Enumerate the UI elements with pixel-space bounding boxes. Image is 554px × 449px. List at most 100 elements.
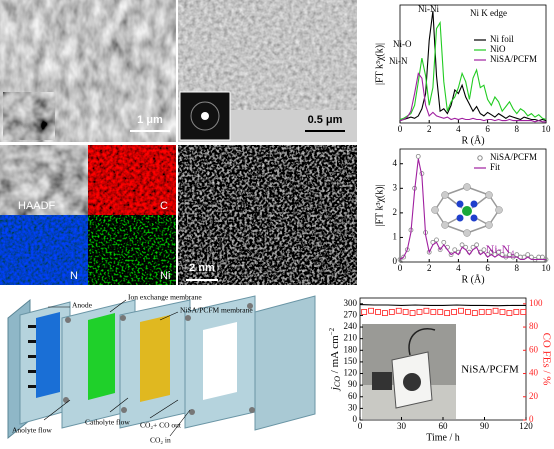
data-point bbox=[441, 239, 447, 245]
inset-label: NiSA/PCFM bbox=[461, 364, 519, 376]
diagram-label: CO₂ in bbox=[150, 436, 171, 445]
data-point bbox=[381, 310, 388, 317]
y-axis-label-part: −2 bbox=[328, 327, 336, 335]
data-point bbox=[409, 310, 416, 317]
data-point bbox=[474, 242, 480, 248]
data-point bbox=[397, 257, 403, 262]
plot-frame bbox=[399, 148, 547, 263]
x-tick-label: 0 bbox=[398, 263, 403, 273]
y2-tick-label: 60 bbox=[529, 344, 539, 354]
y-tick-label: 300 bbox=[344, 298, 358, 308]
data-point bbox=[444, 310, 451, 317]
data-point bbox=[458, 307, 464, 314]
leader bbox=[109, 397, 129, 413]
data-point bbox=[492, 307, 499, 314]
data-point bbox=[485, 309, 492, 315]
x-tick-label: 4 bbox=[456, 124, 461, 134]
series-line bbox=[399, 20, 547, 121]
legend-label: NiO bbox=[490, 44, 506, 54]
x-axis-label: R (Å) bbox=[461, 273, 484, 285]
data-point bbox=[415, 153, 421, 159]
x-tick-label: 4 bbox=[456, 263, 461, 273]
plot-frame bbox=[399, 4, 547, 124]
diagram-label: CO₂+ CO out bbox=[140, 421, 182, 430]
tem-fiber bbox=[178, 0, 357, 110]
x-tick-label: 6 bbox=[485, 263, 490, 273]
data-point bbox=[361, 309, 368, 315]
y-tick-label: 60 bbox=[348, 391, 358, 401]
data-point bbox=[452, 247, 458, 253]
saed-spot bbox=[201, 112, 209, 120]
data-point bbox=[437, 309, 444, 315]
y-axis-label: |FT k³χ(k)| bbox=[374, 184, 385, 226]
x-tick-label: 2 bbox=[427, 263, 432, 273]
data-point bbox=[513, 309, 520, 315]
diagram-label: NiSA/PCFM membrane bbox=[180, 306, 253, 315]
y-tick-label: 2 bbox=[393, 207, 398, 217]
x-tick-label: 0 bbox=[358, 421, 363, 431]
ni-n4-structure bbox=[431, 183, 503, 237]
y-axis-label-part: / mA cm bbox=[329, 335, 341, 376]
x-axis-label: Time / h bbox=[426, 432, 460, 443]
legend-label: Ni foil bbox=[490, 34, 514, 44]
scale-label: 2 nm bbox=[189, 262, 215, 274]
y-tick-label: 4 bbox=[393, 158, 398, 168]
y-tick-label: 120 bbox=[344, 368, 358, 378]
series-line bbox=[399, 158, 546, 261]
leader bbox=[159, 311, 179, 321]
map-label: N bbox=[70, 270, 78, 282]
x-tick-label: 8 bbox=[515, 124, 520, 134]
x-tick-label: 120 bbox=[519, 421, 533, 431]
y2-tick-label: 0 bbox=[529, 414, 534, 424]
y-tick-label: 30 bbox=[348, 402, 358, 412]
y-tick-label: 240 bbox=[344, 321, 358, 331]
x-tick-label: 10 bbox=[542, 263, 552, 273]
leader bbox=[169, 409, 191, 437]
series-line bbox=[359, 304, 526, 307]
y-tick-label: 0 bbox=[353, 414, 358, 424]
annotation: Ni-N₄ bbox=[486, 242, 515, 256]
x-tick-label: 8 bbox=[515, 263, 520, 273]
data-point bbox=[525, 252, 531, 258]
y-tick-label: 180 bbox=[344, 344, 358, 354]
c-map bbox=[88, 145, 176, 215]
leader bbox=[43, 399, 71, 421]
data-point bbox=[459, 242, 465, 248]
legend-marker bbox=[477, 155, 483, 161]
haadf-map bbox=[0, 145, 88, 215]
data-point bbox=[388, 309, 395, 315]
series-line bbox=[399, 10, 547, 122]
map-label: C bbox=[160, 200, 168, 212]
diagram-label: Anode bbox=[72, 301, 93, 310]
data-point bbox=[402, 309, 409, 315]
flow-cell bbox=[7, 295, 316, 440]
legend-label: Fit bbox=[490, 162, 501, 172]
ni-map bbox=[88, 215, 176, 285]
x-tick-label: 60 bbox=[439, 421, 449, 431]
data-point bbox=[423, 307, 430, 314]
x-tick-label: 0 bbox=[398, 124, 403, 134]
cell-photo bbox=[362, 324, 456, 419]
map-label: HAADF bbox=[18, 200, 56, 212]
y-tick-label: 270 bbox=[344, 309, 358, 319]
scale-label: 0.5 μm bbox=[308, 114, 343, 126]
sem-inset bbox=[2, 91, 56, 141]
legend-label: NiSA/PCFM bbox=[490, 152, 537, 162]
data-point bbox=[499, 309, 506, 315]
map-label: Ni bbox=[160, 270, 170, 282]
leader bbox=[149, 399, 179, 419]
data-point bbox=[506, 310, 513, 317]
data-point bbox=[375, 309, 381, 315]
leader bbox=[109, 299, 127, 313]
y-axis-label: |FT k³χ(k)| bbox=[374, 43, 385, 85]
data-point bbox=[520, 309, 527, 315]
annotation: Ni-O bbox=[393, 39, 412, 49]
x-tick-label: 30 bbox=[397, 421, 407, 431]
data-point bbox=[368, 307, 374, 314]
y2-tick-label: 20 bbox=[529, 391, 539, 401]
data-point bbox=[395, 307, 402, 314]
diagram-label: Anolyte flow bbox=[12, 426, 52, 435]
diagram-label: Ion exchange membrane bbox=[128, 293, 202, 302]
annotation: Ni-Ni bbox=[418, 4, 439, 14]
